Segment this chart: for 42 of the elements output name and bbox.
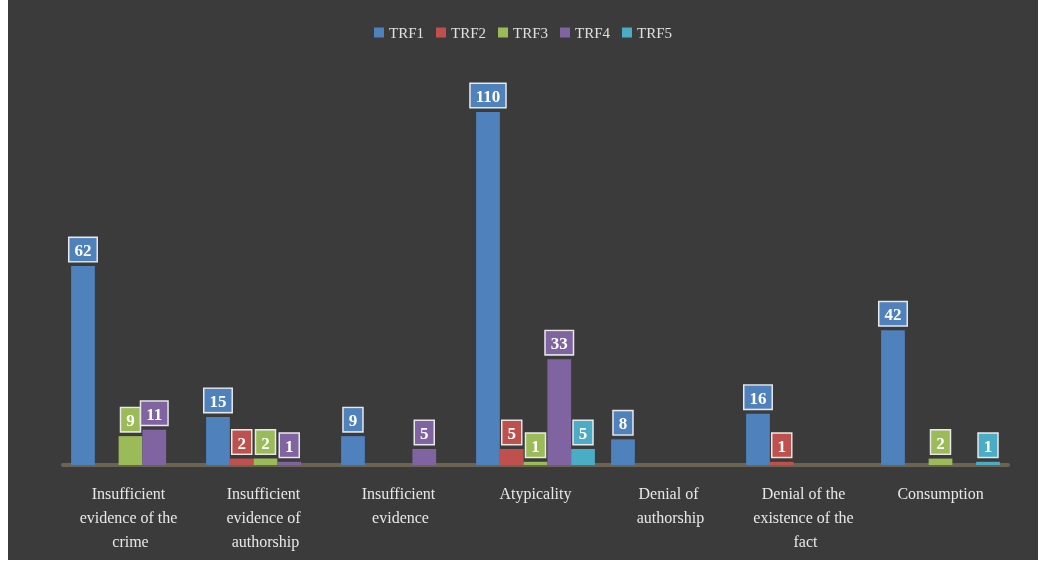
bar <box>611 439 635 465</box>
legend-label: TRF1 <box>388 24 424 41</box>
legend-label: TRF2 <box>450 24 486 41</box>
x-tick-label: Consumption <box>897 484 984 503</box>
data-label: 1 <box>777 436 786 456</box>
bar <box>928 458 953 465</box>
data-label: 15 <box>209 391 227 411</box>
data-label: 11 <box>146 404 163 424</box>
data-label: 110 <box>475 87 501 107</box>
data-label: 8 <box>618 414 628 434</box>
data-label: 2 <box>237 433 246 453</box>
data-label: 2 <box>261 433 270 453</box>
bar <box>229 458 254 465</box>
data-label: 33 <box>550 334 568 354</box>
x-tick-label: Denial of authorship <box>636 484 705 527</box>
bar <box>341 436 365 465</box>
bar <box>253 458 278 465</box>
data-label: 1 <box>285 436 294 456</box>
data-label: 16 <box>749 388 767 408</box>
bar <box>71 266 95 465</box>
x-tick-label: Insufficient evidence of authorship <box>226 484 305 551</box>
legend-label: TRF4 <box>575 24 611 41</box>
data-label: 9 <box>348 411 358 431</box>
bar <box>881 330 905 465</box>
legend-label: TRF5 <box>637 24 673 41</box>
data-label: 1 <box>531 436 540 456</box>
x-tick-label: Atypicality <box>499 484 572 503</box>
data-label: 1 <box>983 436 993 456</box>
data-label: 62 <box>74 241 92 261</box>
data-label: 5 <box>420 423 429 443</box>
data-label: 5 <box>507 423 516 443</box>
x-tick-label: Insufficient evidence <box>361 484 440 526</box>
x-tick-label: Insufficient evidence of the crime <box>79 484 182 550</box>
bar <box>547 359 572 465</box>
data-label: 9 <box>126 411 135 431</box>
bar <box>118 436 143 465</box>
data-label: 5 <box>578 423 588 443</box>
legend-label: TRF3 <box>513 24 549 41</box>
bar <box>476 112 500 465</box>
data-label: 2 <box>936 433 945 453</box>
data-label: 42 <box>884 305 902 325</box>
x-tick-label: Denial of the existence of the fact <box>753 484 858 550</box>
